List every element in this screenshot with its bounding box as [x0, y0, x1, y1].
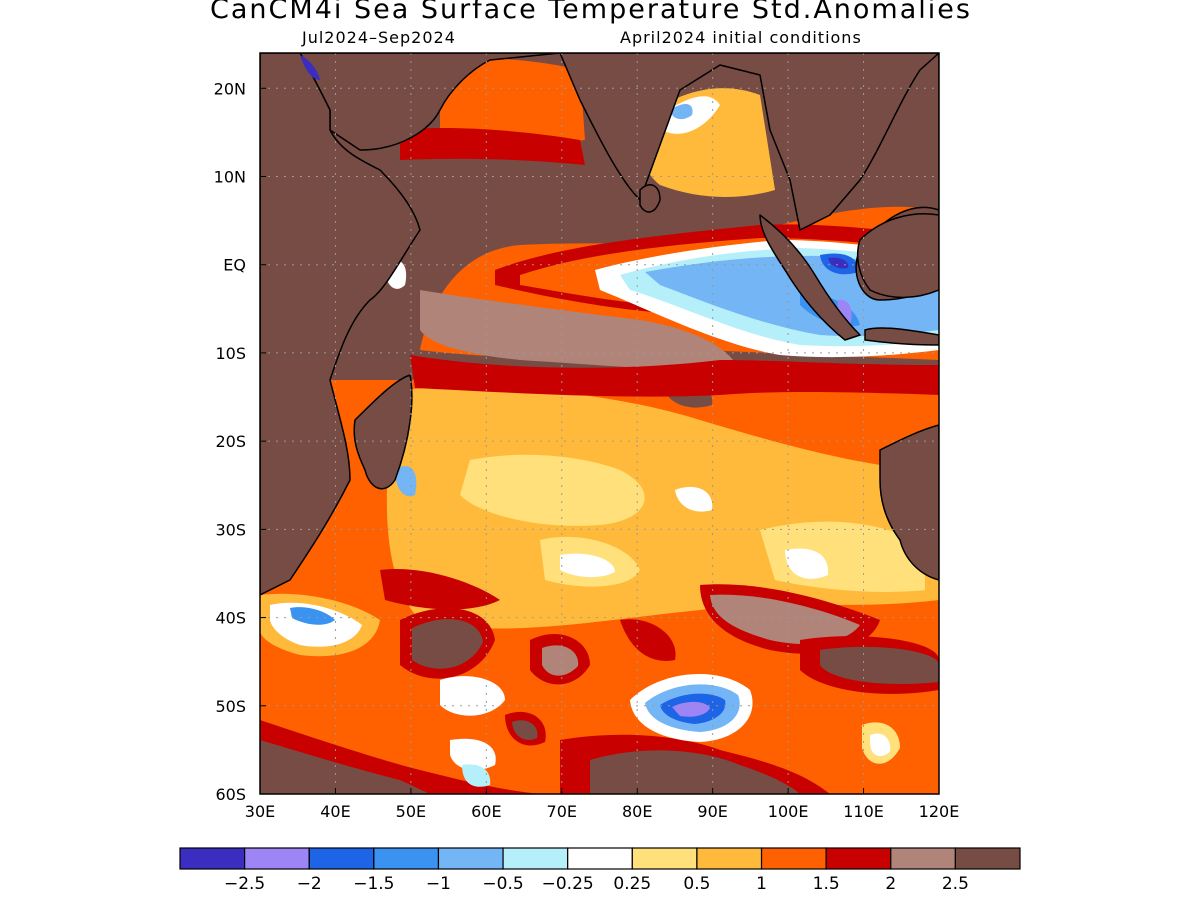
warm-anomaly-region	[380, 569, 500, 610]
warm-anomaly-region	[542, 645, 579, 676]
y-tick-label: 50S	[215, 697, 246, 716]
colorbar-swatch	[437, 847, 504, 870]
x-tick-label: 40E	[320, 802, 350, 821]
colorbar-swatch	[244, 847, 310, 870]
axis-ticks: 30E 40E 50E 60E 70E 80E 90E 100E 110E 120E 20N 10N E…	[214, 79, 960, 821]
neutral-anomaly-region	[440, 676, 505, 716]
java-landmass	[864, 327, 939, 346]
colorbar-swatch	[373, 847, 440, 870]
strong-warm-region	[590, 750, 800, 794]
graticule	[260, 53, 939, 794]
x-tick-label: 80E	[622, 802, 652, 821]
y-tick-label: 10N	[214, 168, 246, 187]
map-frame	[259, 52, 940, 795]
warm-anomaly-region	[440, 58, 585, 146]
strong-warm-region	[512, 720, 538, 741]
warm-anomaly-region	[400, 128, 585, 165]
y-tick-label: 20N	[214, 79, 246, 98]
colorbar-swatch	[502, 847, 569, 870]
neutral-anomaly-region	[785, 548, 829, 579]
colorbar-label: −1	[426, 874, 451, 894]
colorbar-swatch	[954, 847, 1021, 870]
map-title: CanCM4i Sea Surface Temperature Std.Anom…	[210, 0, 972, 25]
colorbar-label: 2	[885, 874, 896, 894]
colorbar-label: −0.5	[482, 874, 523, 894]
cool-anomaly-region	[395, 466, 417, 497]
colorbar-swatch	[696, 847, 763, 870]
colorbar-swatch	[631, 847, 698, 870]
colorbar-label: 0.5	[683, 874, 710, 894]
madagascar-landmass	[353, 374, 413, 490]
initial-conditions: April2024 initial conditions	[620, 28, 862, 47]
strong-cool-region	[828, 257, 849, 269]
x-tick-label: 90E	[697, 802, 727, 821]
colorbar: −2.5 −2 −1.5 −1 −0.5 −0.25 0.25 0.5 1 1.5 2 2.5	[179, 847, 1021, 894]
colorbar-label: 1	[756, 874, 767, 894]
strong-warm-region	[820, 646, 939, 685]
warm-anomaly-region	[410, 355, 939, 397]
colorbar-label: 0.25	[613, 874, 651, 894]
warm-anomaly-region	[420, 290, 740, 371]
colorbar-swatch	[308, 847, 375, 870]
y-tick-label: 60S	[215, 785, 246, 804]
neutral-anomaly-region	[675, 486, 713, 512]
forecast-period: Jul2024–Sep2024	[302, 28, 456, 47]
strong-warm-region	[412, 619, 483, 669]
neutral-anomaly-region	[450, 738, 496, 771]
colorbar-swatch	[825, 847, 892, 870]
mild-anomaly-region	[460, 454, 645, 526]
strong-warm-region	[260, 740, 430, 794]
borneo-landmass	[857, 213, 939, 299]
cool-anomaly-region	[462, 764, 491, 787]
colorbar-label: −2.5	[224, 874, 265, 894]
africa-landmass	[260, 53, 421, 596]
x-tick-label: 100E	[768, 802, 809, 821]
y-tick-label: 40S	[215, 609, 246, 628]
y-tick-label: EQ	[223, 256, 246, 275]
strong-cool-region	[837, 299, 852, 325]
sri-lanka-landmass	[639, 184, 661, 213]
colorbar-swatch	[760, 847, 827, 870]
neutral-anomaly-region	[560, 553, 615, 578]
y-tick-label: 20S	[215, 432, 246, 451]
colorbar-label: −0.25	[542, 874, 594, 894]
colorbar-swatch	[567, 847, 633, 870]
y-tick-label: 30S	[215, 520, 246, 539]
colorbar-label: 2.5	[942, 874, 969, 894]
warm-anomaly-region	[620, 619, 676, 661]
land-mass	[260, 53, 939, 301]
colorbar-label: −1.5	[353, 874, 394, 894]
x-tick-label: 120E	[919, 802, 960, 821]
sumatra-landmass	[759, 214, 861, 341]
map-field	[260, 53, 939, 794]
x-tick-label: 110E	[843, 802, 884, 821]
x-tick-label: 30E	[245, 802, 275, 821]
australia-landmass	[879, 424, 939, 581]
cool-anomaly-region	[290, 607, 335, 625]
x-tick-label: 70E	[547, 802, 577, 821]
x-tick-label: 50E	[396, 802, 426, 821]
y-tick-label: 10S	[215, 344, 246, 363]
strong-cool-region	[300, 55, 320, 80]
colorbar-swatch	[179, 847, 246, 870]
colorbar-label: 1.5	[813, 874, 840, 894]
neutral-anomaly-region	[870, 733, 891, 757]
colorbar-label: −2	[297, 874, 322, 894]
colorbar-swatch	[890, 847, 956, 870]
warm-anomaly-region	[710, 594, 860, 645]
x-tick-label: 60E	[471, 802, 501, 821]
cool-anomaly-region	[670, 103, 693, 120]
